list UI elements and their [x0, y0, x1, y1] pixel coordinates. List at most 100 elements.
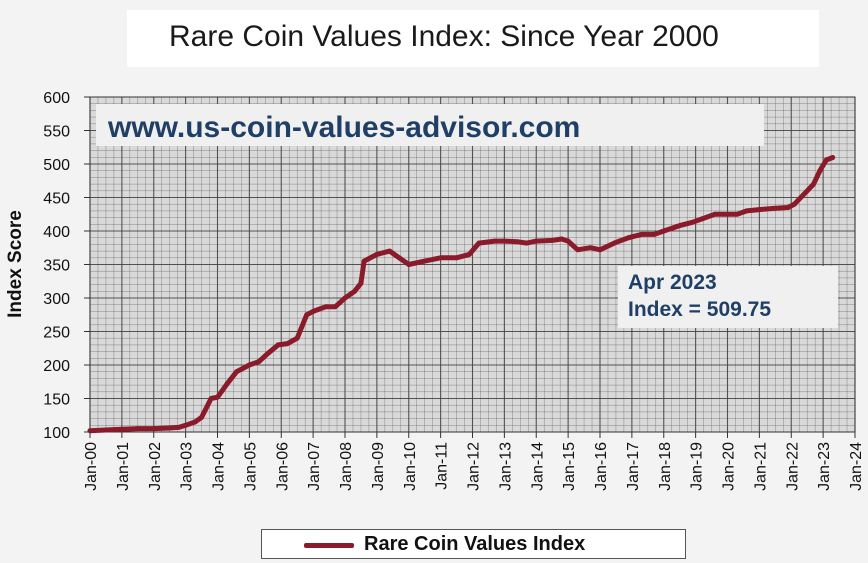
- data-point: [167, 425, 173, 431]
- x-tick-label: Jan-20: [721, 442, 738, 491]
- data-point: [639, 231, 644, 237]
- y-tick-label: 500: [43, 157, 70, 174]
- data-point: [266, 350, 271, 356]
- y-tick-label: 350: [43, 258, 70, 275]
- data-point: [575, 247, 581, 253]
- y-axis-label: Index Score: [5, 210, 26, 318]
- data-point: [454, 255, 459, 261]
- x-tick-label: Jan-24: [848, 442, 865, 491]
- data-point: [176, 424, 182, 430]
- data-point: [275, 342, 281, 348]
- data-point: [192, 419, 198, 425]
- data-point: [613, 239, 619, 245]
- data-point: [830, 155, 836, 160]
- data-point: [785, 205, 791, 210]
- x-tick-label: Jan-10: [402, 442, 419, 491]
- data-point: [549, 237, 555, 243]
- data-point: [661, 228, 667, 234]
- series-group: [87, 155, 836, 434]
- data-point: [811, 181, 816, 187]
- x-tick-label: Jan-14: [529, 442, 546, 491]
- x-tick-label: Jan-11: [434, 442, 451, 490]
- data-point: [323, 304, 329, 310]
- chart-title-box: Rare Coin Values Index: Since Year 2000: [127, 10, 819, 67]
- x-tick-label: Jan-13: [497, 442, 514, 491]
- data-point: [304, 312, 310, 318]
- legend-swatch: [304, 543, 354, 548]
- data-point: [801, 191, 807, 197]
- data-point: [744, 208, 750, 214]
- x-tick-label: Jan-08: [338, 442, 355, 491]
- data-point: [559, 236, 565, 242]
- data-point: [501, 238, 507, 244]
- data-point: [597, 247, 603, 253]
- x-tick-label: Jan-21: [752, 442, 769, 491]
- y-tick-label: 200: [43, 358, 70, 375]
- data-point: [396, 255, 402, 261]
- x-tick-label: Jan-09: [370, 442, 387, 491]
- data-point: [524, 240, 530, 246]
- data-point: [406, 262, 412, 267]
- data-point: [358, 280, 364, 286]
- data-point: [725, 211, 730, 217]
- data-point: [690, 219, 695, 225]
- data-point: [677, 223, 683, 229]
- data-point: [626, 235, 632, 241]
- y-tick-label: 250: [43, 325, 70, 342]
- x-tick-labels: Jan-00 Jan-01 Jan-02 Jan-03 Jan-04 Jan-05 Jan-…: [83, 432, 865, 491]
- annotation-box: [618, 266, 838, 328]
- data-point: [387, 248, 393, 254]
- legend-label: Rare Coin Values Index: [364, 533, 586, 555]
- data-point: [151, 426, 157, 432]
- data-point: [533, 238, 539, 244]
- y-tick-label: 450: [43, 191, 70, 208]
- data-point: [756, 207, 762, 212]
- x-tick-label: Jan-07: [306, 442, 323, 491]
- x-tick-label: Jan-02: [147, 442, 164, 491]
- data-point: [361, 258, 367, 264]
- x-tick-label: Jan-05: [242, 442, 259, 491]
- x-tick-label: Jan-16: [593, 442, 610, 491]
- annotation-line-2: Index = 509.75: [628, 298, 771, 321]
- data-point: [199, 414, 204, 420]
- data-point: [565, 238, 571, 244]
- annotation-line-1: Apr 2023: [628, 271, 717, 294]
- grid: [89, 96, 856, 433]
- data-point: [422, 258, 428, 264]
- data-point: [208, 396, 214, 401]
- y-tick-label: 150: [43, 392, 70, 409]
- y-tick-label: 400: [43, 224, 70, 241]
- data-point: [438, 255, 444, 261]
- y-tick-label: 550: [43, 124, 70, 141]
- x-tick-label: Jan-01: [115, 442, 132, 491]
- data-point: [792, 201, 797, 207]
- x-tick-label: Jan-06: [274, 442, 291, 491]
- data-point: [224, 381, 230, 387]
- data-point: [352, 288, 357, 294]
- y-tick-labels: 100 150 200 250 300 350 400 450 500 550 600: [43, 90, 90, 442]
- x-tick-label: Jan-18: [657, 442, 674, 491]
- data-point: [285, 341, 291, 346]
- data-point: [234, 369, 240, 375]
- y-tick-label: 600: [43, 90, 70, 107]
- watermark-group: www.us-coin-values-advisor.com: [96, 104, 764, 146]
- data-point: [374, 252, 380, 257]
- data-point: [183, 422, 189, 428]
- data-point: [823, 157, 829, 163]
- data-point: [772, 205, 778, 211]
- data-point: [103, 427, 109, 433]
- x-tick-label: Jan-17: [625, 442, 642, 491]
- x-tick-label: Jan-04: [211, 442, 228, 491]
- watermark-box: [96, 104, 764, 146]
- data-point: [699, 216, 705, 222]
- chart-title: Rare Coin Values Index: Since Year 2000: [169, 20, 719, 53]
- x-tick-label: Jan-03: [179, 442, 196, 491]
- y-tick-label: 100: [43, 425, 70, 442]
- data-point: [817, 168, 823, 174]
- data-point: [310, 309, 316, 314]
- data-point: [294, 335, 300, 341]
- data-point: [333, 304, 338, 310]
- x-tick-label: Jan-19: [689, 442, 706, 491]
- data-point: [734, 211, 740, 217]
